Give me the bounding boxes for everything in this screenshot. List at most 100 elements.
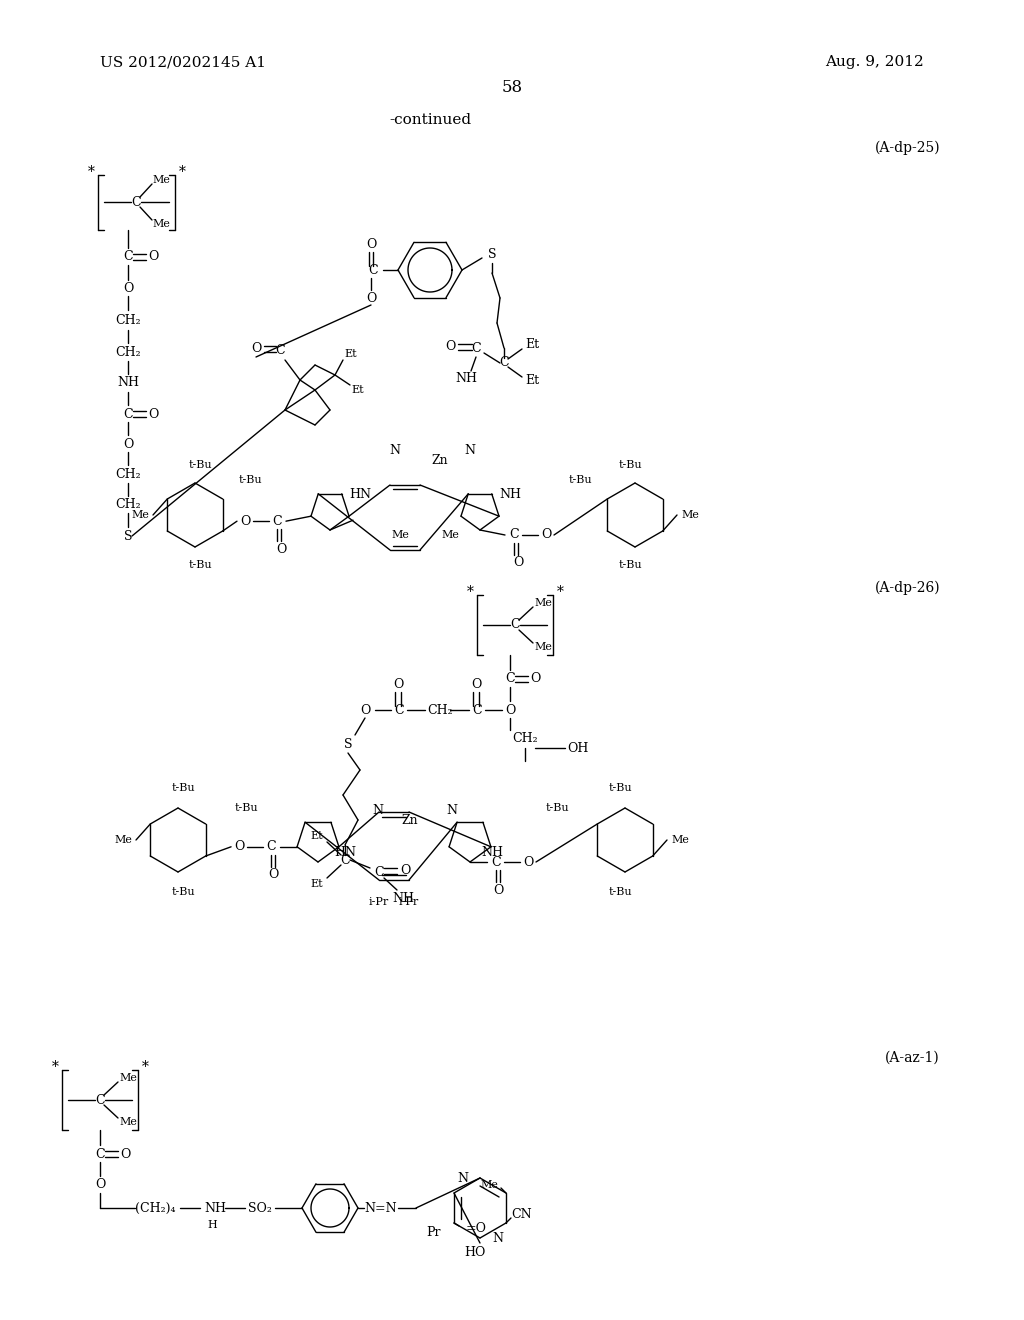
Text: Aug. 9, 2012: Aug. 9, 2012 — [825, 55, 924, 69]
Text: t-Bu: t-Bu — [618, 459, 642, 470]
Text: NH: NH — [455, 372, 477, 385]
Text: CH₂: CH₂ — [115, 314, 141, 326]
Text: N: N — [446, 804, 458, 817]
Text: O: O — [444, 341, 456, 354]
Text: (A-dp-26): (A-dp-26) — [874, 581, 940, 595]
Text: O: O — [120, 1147, 130, 1160]
Text: Me: Me — [114, 836, 132, 845]
Text: O: O — [95, 1179, 105, 1192]
Text: Pr: Pr — [427, 1226, 441, 1239]
Text: O: O — [275, 543, 286, 556]
Text: Me: Me — [671, 836, 689, 845]
Text: 58: 58 — [502, 79, 522, 96]
Text: *: * — [467, 585, 473, 599]
Text: CH₂: CH₂ — [115, 346, 141, 359]
Text: S: S — [487, 248, 497, 261]
Text: Et: Et — [345, 348, 357, 359]
Text: *: * — [141, 1060, 148, 1074]
Text: O: O — [505, 704, 515, 717]
Text: t-Bu: t-Bu — [188, 560, 212, 570]
Text: Et: Et — [310, 832, 324, 841]
Text: t-Bu: t-Bu — [608, 887, 632, 898]
Text: t-Bu: t-Bu — [188, 459, 212, 470]
Text: C: C — [505, 672, 515, 685]
Text: NH: NH — [117, 376, 139, 389]
Text: NH: NH — [392, 891, 414, 904]
Text: NH: NH — [204, 1201, 226, 1214]
Text: Me: Me — [391, 531, 409, 540]
Text: Me: Me — [152, 176, 170, 185]
Text: O: O — [523, 855, 534, 869]
Text: C: C — [131, 195, 141, 209]
Text: SO₂: SO₂ — [248, 1201, 272, 1214]
Text: N: N — [389, 444, 400, 457]
Text: Me: Me — [119, 1073, 137, 1082]
Text: O: O — [399, 865, 411, 878]
Text: *: * — [88, 165, 94, 180]
Text: i-Pr: i-Pr — [369, 898, 389, 907]
Text: US 2012/0202145 A1: US 2012/0202145 A1 — [100, 55, 266, 69]
Text: C: C — [123, 408, 133, 421]
Text: O: O — [123, 437, 133, 450]
Text: N=N: N=N — [365, 1201, 397, 1214]
Text: *: * — [178, 165, 185, 180]
Text: i-Pr: i-Pr — [399, 898, 419, 907]
Text: *: * — [557, 585, 563, 599]
Text: O: O — [251, 342, 261, 355]
Text: O: O — [529, 672, 541, 685]
Text: (CH₂)₄: (CH₂)₄ — [135, 1201, 175, 1214]
Text: C: C — [95, 1093, 104, 1106]
Text: CH₂: CH₂ — [512, 733, 538, 746]
Text: O: O — [471, 677, 481, 690]
Text: HN: HN — [334, 846, 356, 859]
Text: Me: Me — [441, 531, 459, 540]
Text: O: O — [147, 251, 158, 264]
Text: O: O — [513, 557, 523, 569]
Text: Et: Et — [310, 879, 324, 888]
Text: O: O — [147, 408, 158, 421]
Text: O: O — [366, 292, 376, 305]
Text: HO: HO — [464, 1246, 485, 1258]
Text: Et: Et — [351, 385, 365, 395]
Text: t-Bu: t-Bu — [234, 803, 258, 813]
Text: C: C — [123, 251, 133, 264]
Text: O: O — [541, 528, 551, 541]
Text: O: O — [123, 281, 133, 294]
Text: *: * — [51, 1060, 58, 1074]
Text: S: S — [344, 738, 352, 751]
Text: Et: Et — [525, 375, 539, 388]
Text: t-Bu: t-Bu — [171, 783, 195, 793]
Text: C: C — [266, 841, 275, 853]
Text: S: S — [124, 529, 132, 543]
Text: t-Bu: t-Bu — [545, 803, 568, 813]
Text: =O: =O — [466, 1221, 487, 1234]
Text: Me: Me — [152, 219, 170, 228]
Text: O: O — [366, 238, 376, 251]
Text: CH₂: CH₂ — [115, 499, 141, 511]
Text: C: C — [509, 528, 519, 541]
Text: C: C — [394, 704, 403, 717]
Text: C: C — [374, 866, 384, 879]
Text: N: N — [373, 804, 384, 817]
Text: t-Bu: t-Bu — [568, 475, 592, 484]
Text: N: N — [465, 444, 475, 457]
Text: Me: Me — [480, 1180, 498, 1191]
Text: O: O — [240, 515, 250, 528]
Text: Me: Me — [535, 598, 552, 609]
Text: C: C — [471, 342, 481, 355]
Text: HN: HN — [349, 488, 371, 502]
Text: C: C — [272, 515, 282, 528]
Text: OH: OH — [567, 742, 589, 755]
Text: C: C — [499, 356, 509, 370]
Text: NH: NH — [481, 846, 503, 859]
Text: O: O — [233, 841, 245, 853]
Text: (A-az-1): (A-az-1) — [886, 1051, 940, 1065]
Text: Me: Me — [131, 510, 148, 520]
Text: C: C — [369, 264, 378, 276]
Text: Me: Me — [535, 642, 552, 652]
Text: C: C — [95, 1147, 104, 1160]
Text: CN: CN — [511, 1209, 531, 1221]
Text: -continued: -continued — [389, 114, 471, 127]
Text: NH: NH — [499, 488, 521, 502]
Text: Me: Me — [119, 1117, 137, 1127]
